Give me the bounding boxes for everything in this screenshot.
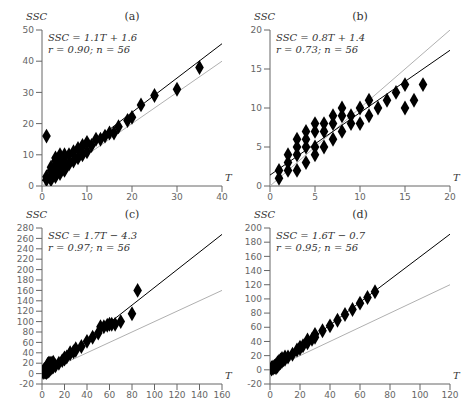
html-text:T: T — [453, 172, 460, 183]
svg-text:10: 10 — [81, 192, 93, 202]
svg-text:180: 180 — [17, 275, 34, 285]
svg-text:30: 30 — [171, 192, 183, 202]
svg-text:120: 120 — [17, 306, 34, 316]
html-text:(d): (d) — [352, 208, 368, 221]
html-text:(b): (b) — [352, 10, 368, 23]
svg-text:100: 100 — [146, 390, 163, 400]
svg-text:30: 30 — [23, 88, 35, 98]
svg-text:50: 50 — [23, 25, 35, 35]
svg-text:20: 20 — [23, 358, 35, 368]
svg-text:40: 40 — [23, 348, 35, 358]
svg-text:20: 20 — [59, 390, 71, 400]
html-text:SSC: SSC — [26, 11, 48, 22]
svg-text:0: 0 — [39, 192, 45, 202]
svg-text:160: 160 — [213, 390, 230, 400]
svg-text:200: 200 — [17, 265, 34, 275]
html-text:r = 0.97; n = 56: r = 0.97; n = 56 — [48, 242, 131, 253]
html-text:SSC: SSC — [26, 209, 48, 220]
svg-text:120: 120 — [441, 390, 458, 400]
svg-text:60: 60 — [354, 390, 366, 400]
svg-text:5: 5 — [312, 192, 318, 202]
svg-text:40: 40 — [216, 192, 228, 202]
svg-text:20: 20 — [444, 192, 456, 202]
svg-text:20: 20 — [126, 192, 138, 202]
svg-text:140: 140 — [191, 390, 208, 400]
svg-text:100: 100 — [411, 390, 428, 400]
html-text:T: T — [225, 172, 232, 183]
svg-text:80: 80 — [23, 327, 35, 337]
svg-text:280: 280 — [17, 223, 34, 233]
html-text:SSC = 1.1T + 1.6: SSC = 1.1T + 1.6 — [48, 32, 138, 43]
html-text:SSC: SSC — [254, 209, 276, 220]
svg-text:20: 20 — [251, 25, 263, 35]
svg-text:0: 0 — [28, 369, 34, 379]
svg-text:40: 40 — [23, 56, 35, 66]
html-text:T: T — [225, 370, 232, 381]
svg-text:140: 140 — [17, 296, 34, 306]
svg-text:60: 60 — [251, 322, 263, 332]
svg-text:20: 20 — [251, 351, 263, 361]
html-text:r = 0.95; n = 56: r = 0.95; n = 56 — [276, 242, 359, 253]
html-text:SSC = 0.8T + 1.4: SSC = 0.8T + 1.4 — [276, 32, 366, 43]
html-text:SSC: SSC — [254, 11, 276, 22]
svg-text:20: 20 — [23, 119, 35, 129]
html-text:(c): (c) — [124, 208, 140, 221]
svg-text:0: 0 — [28, 181, 34, 191]
html-text:r = 0.90; n = 56: r = 0.90; n = 56 — [48, 44, 131, 55]
svg-text:260: 260 — [17, 234, 34, 244]
svg-text:40: 40 — [324, 390, 336, 400]
svg-text:10: 10 — [251, 103, 263, 113]
svg-text:40: 40 — [81, 390, 93, 400]
svg-text:200: 200 — [245, 223, 262, 233]
svg-text:0: 0 — [256, 365, 262, 375]
svg-text:100: 100 — [17, 317, 34, 327]
html-text:T: T — [453, 370, 460, 381]
svg-text:-20: -20 — [19, 379, 34, 389]
svg-text:10: 10 — [23, 150, 35, 160]
svg-text:5: 5 — [256, 142, 262, 152]
html-text:r = 0.73; n = 56: r = 0.73; n = 56 — [276, 44, 359, 55]
svg-text:0: 0 — [39, 390, 45, 400]
svg-text:60: 60 — [23, 338, 35, 348]
svg-text:160: 160 — [245, 252, 262, 262]
svg-text:140: 140 — [245, 266, 262, 276]
svg-text:100: 100 — [245, 294, 262, 304]
svg-text:120: 120 — [245, 280, 262, 290]
svg-text:10: 10 — [354, 192, 366, 202]
svg-text:80: 80 — [384, 390, 396, 400]
svg-text:0: 0 — [267, 192, 273, 202]
svg-text:40: 40 — [251, 337, 263, 347]
svg-text:80: 80 — [126, 390, 138, 400]
svg-text:120: 120 — [168, 390, 185, 400]
svg-text:80: 80 — [251, 308, 263, 318]
html-text:SSC = 1.6T − 0.7: SSC = 1.6T − 0.7 — [276, 230, 366, 241]
svg-text:0: 0 — [256, 181, 262, 191]
svg-text:220: 220 — [17, 254, 34, 264]
svg-text:-20: -20 — [247, 379, 262, 389]
svg-text:160: 160 — [17, 286, 34, 296]
html-text:(a): (a) — [124, 10, 140, 23]
svg-text:15: 15 — [399, 192, 410, 202]
svg-text:240: 240 — [17, 244, 34, 254]
svg-text:180: 180 — [245, 237, 262, 247]
svg-text:0: 0 — [267, 390, 273, 400]
svg-text:20: 20 — [294, 390, 306, 400]
svg-text:60: 60 — [104, 390, 116, 400]
html-text:SSC = 1.7T − 4.3: SSC = 1.7T − 4.3 — [48, 230, 138, 241]
svg-text:15: 15 — [251, 64, 262, 74]
